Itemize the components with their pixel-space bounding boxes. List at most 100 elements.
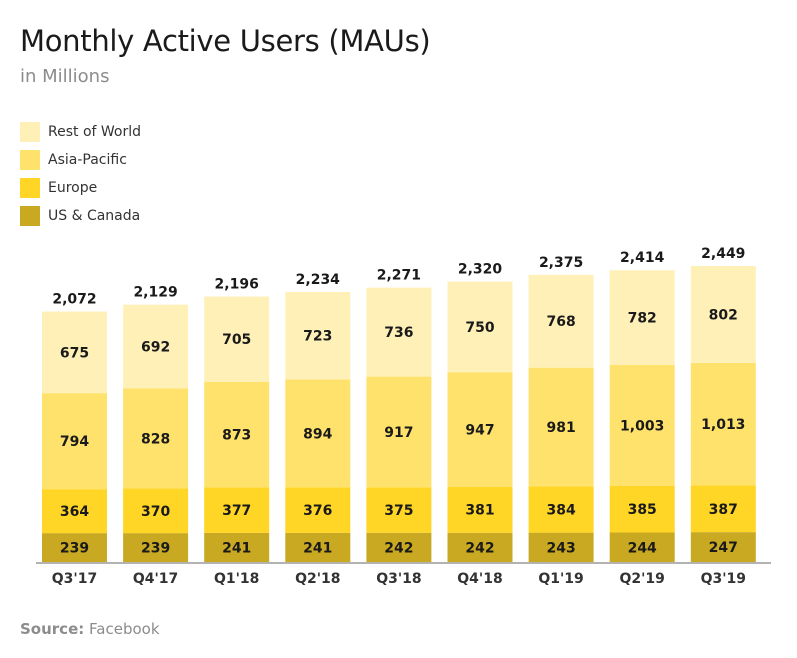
legend-item-europe: Europe [20, 178, 141, 198]
segment-value-label: 375 [384, 503, 413, 519]
bar-segment-us-canada [42, 533, 107, 562]
source-note: Source: Facebook [20, 620, 160, 638]
bar-segment-us-canada [528, 532, 594, 562]
x-tick-label: Q4'18 [457, 571, 502, 587]
bar-segment-rest-of-world [447, 281, 513, 373]
bar-group-q1-19: 243 384 981 768 2,375 Q1'19 [528, 255, 594, 587]
total-value-label: 2,449 [701, 246, 745, 262]
bar-segment-europe [204, 487, 270, 533]
segment-value-label: 384 [546, 502, 575, 518]
x-tick-label: Q3'17 [52, 571, 97, 587]
total-value-label: 2,271 [377, 268, 421, 284]
total-value-label: 2,129 [133, 285, 177, 301]
segment-value-label: 385 [628, 502, 657, 518]
bar-segment-asia-pacific [528, 367, 594, 487]
segment-value-label: 692 [141, 339, 170, 355]
segment-value-label: 917 [384, 425, 413, 441]
bar-group-q3-19: 247 387 1,013 802 2,449 Q3'19 [690, 246, 756, 587]
legend-label: Rest of World [48, 124, 142, 140]
total-value-label: 2,375 [539, 255, 583, 271]
bar-segment-europe [123, 488, 189, 534]
bar-segment-rest-of-world [609, 270, 675, 365]
segment-value-label: 244 [628, 540, 657, 556]
total-value-label: 2,072 [52, 292, 96, 308]
segment-value-label: 1,003 [620, 418, 664, 434]
legend-swatch [20, 206, 40, 226]
segment-value-label: 242 [384, 540, 413, 556]
segment-value-label: 750 [465, 320, 494, 336]
x-tick-label: Q3'19 [701, 571, 746, 587]
segment-value-label: 828 [141, 431, 170, 447]
segment-value-label: 243 [546, 540, 575, 556]
x-tick-label: Q4'17 [133, 571, 178, 587]
bar-segment-us-canada [690, 532, 756, 562]
bar-segment-europe [42, 489, 107, 534]
segment-value-label: 723 [303, 329, 332, 345]
bar-segment-europe [366, 487, 432, 533]
bar-segment-us-canada [366, 532, 432, 562]
legend-item-us-canada: US & Canada [20, 206, 141, 226]
legend-swatch [20, 178, 40, 198]
bar-segment-us-canada [123, 533, 189, 562]
source-label: Source: [20, 620, 85, 638]
bar-segment-rest-of-world [123, 304, 189, 389]
bar-segment-rest-of-world [690, 266, 756, 363]
segment-value-label: 873 [222, 428, 251, 444]
bar-segment-europe [285, 487, 351, 533]
segment-value-label: 241 [303, 540, 332, 556]
total-value-label: 2,234 [296, 272, 341, 288]
x-tick-label: Q1'18 [214, 571, 259, 587]
total-value-label: 2,414 [620, 250, 665, 266]
bar-group-q2-19: 244 385 1,003 782 2,414 Q2'19 [609, 250, 675, 587]
bar-segment-rest-of-world [528, 274, 594, 368]
x-tick-label: Q1'19 [538, 571, 583, 587]
bar-segment-asia-pacific [204, 381, 270, 488]
bar-segment-asia-pacific [366, 376, 432, 488]
segment-value-label: 242 [465, 540, 494, 556]
segment-value-label: 782 [628, 310, 657, 326]
legend-swatch [20, 150, 40, 170]
segment-value-label: 364 [60, 504, 89, 520]
bar-group-q2-18: 241 376 894 723 2,234 Q2'18 [285, 272, 351, 587]
segment-value-label: 247 [709, 540, 738, 556]
chart-subtitle: in Millions [20, 66, 110, 87]
legend-label: Asia-Pacific [48, 152, 127, 168]
segment-value-label: 894 [303, 426, 332, 442]
bar-segment-us-canada [285, 532, 351, 562]
legend-label: US & Canada [48, 208, 141, 224]
segment-value-label: 794 [60, 434, 89, 450]
bar-segment-europe [447, 486, 513, 533]
segment-value-label: 675 [60, 345, 89, 361]
bar-group-q3-17: 239 364 794 675 2,072 Q3'17 [42, 292, 107, 587]
segment-value-label: 1,013 [701, 417, 745, 433]
legend: Rest of World Asia-Pacific Europe US & C… [20, 122, 141, 234]
bar-segment-asia-pacific [690, 362, 756, 486]
segment-value-label: 705 [222, 332, 251, 348]
segment-value-label: 241 [222, 540, 251, 556]
segment-value-label: 239 [60, 541, 89, 557]
segment-value-label: 376 [303, 503, 332, 519]
x-tick-label: Q2'19 [619, 571, 664, 587]
segment-value-label: 802 [709, 307, 738, 323]
segment-value-label: 736 [384, 325, 413, 341]
bar-group-q3-18: 242 375 917 736 2,271 Q3'18 [366, 268, 432, 587]
segment-value-label: 947 [465, 422, 494, 438]
segment-value-label: 768 [546, 314, 575, 330]
bar-segment-asia-pacific [447, 372, 513, 487]
bar-segment-europe [528, 486, 594, 533]
bar-group-q1-18: 241 377 873 705 2,196 Q1'18 [204, 277, 270, 587]
bar-segment-us-canada [447, 532, 513, 562]
bar-segment-rest-of-world [204, 296, 270, 382]
source-value: Facebook [89, 620, 160, 638]
segment-value-label: 387 [709, 502, 738, 518]
bar-segment-us-canada [609, 532, 675, 562]
total-value-label: 2,320 [458, 262, 503, 278]
bar-segment-rest-of-world [285, 291, 351, 380]
bar-group-q4-18: 242 381 947 750 2,320 Q4'18 [447, 262, 513, 587]
x-tick-label: Q2'18 [295, 571, 340, 587]
bar-segment-asia-pacific [123, 388, 189, 489]
legend-swatch [20, 122, 40, 142]
legend-item-rest-of-world: Rest of World [20, 122, 141, 142]
bar-segment-rest-of-world [42, 311, 107, 394]
legend-item-asia-pacific: Asia-Pacific [20, 150, 141, 170]
